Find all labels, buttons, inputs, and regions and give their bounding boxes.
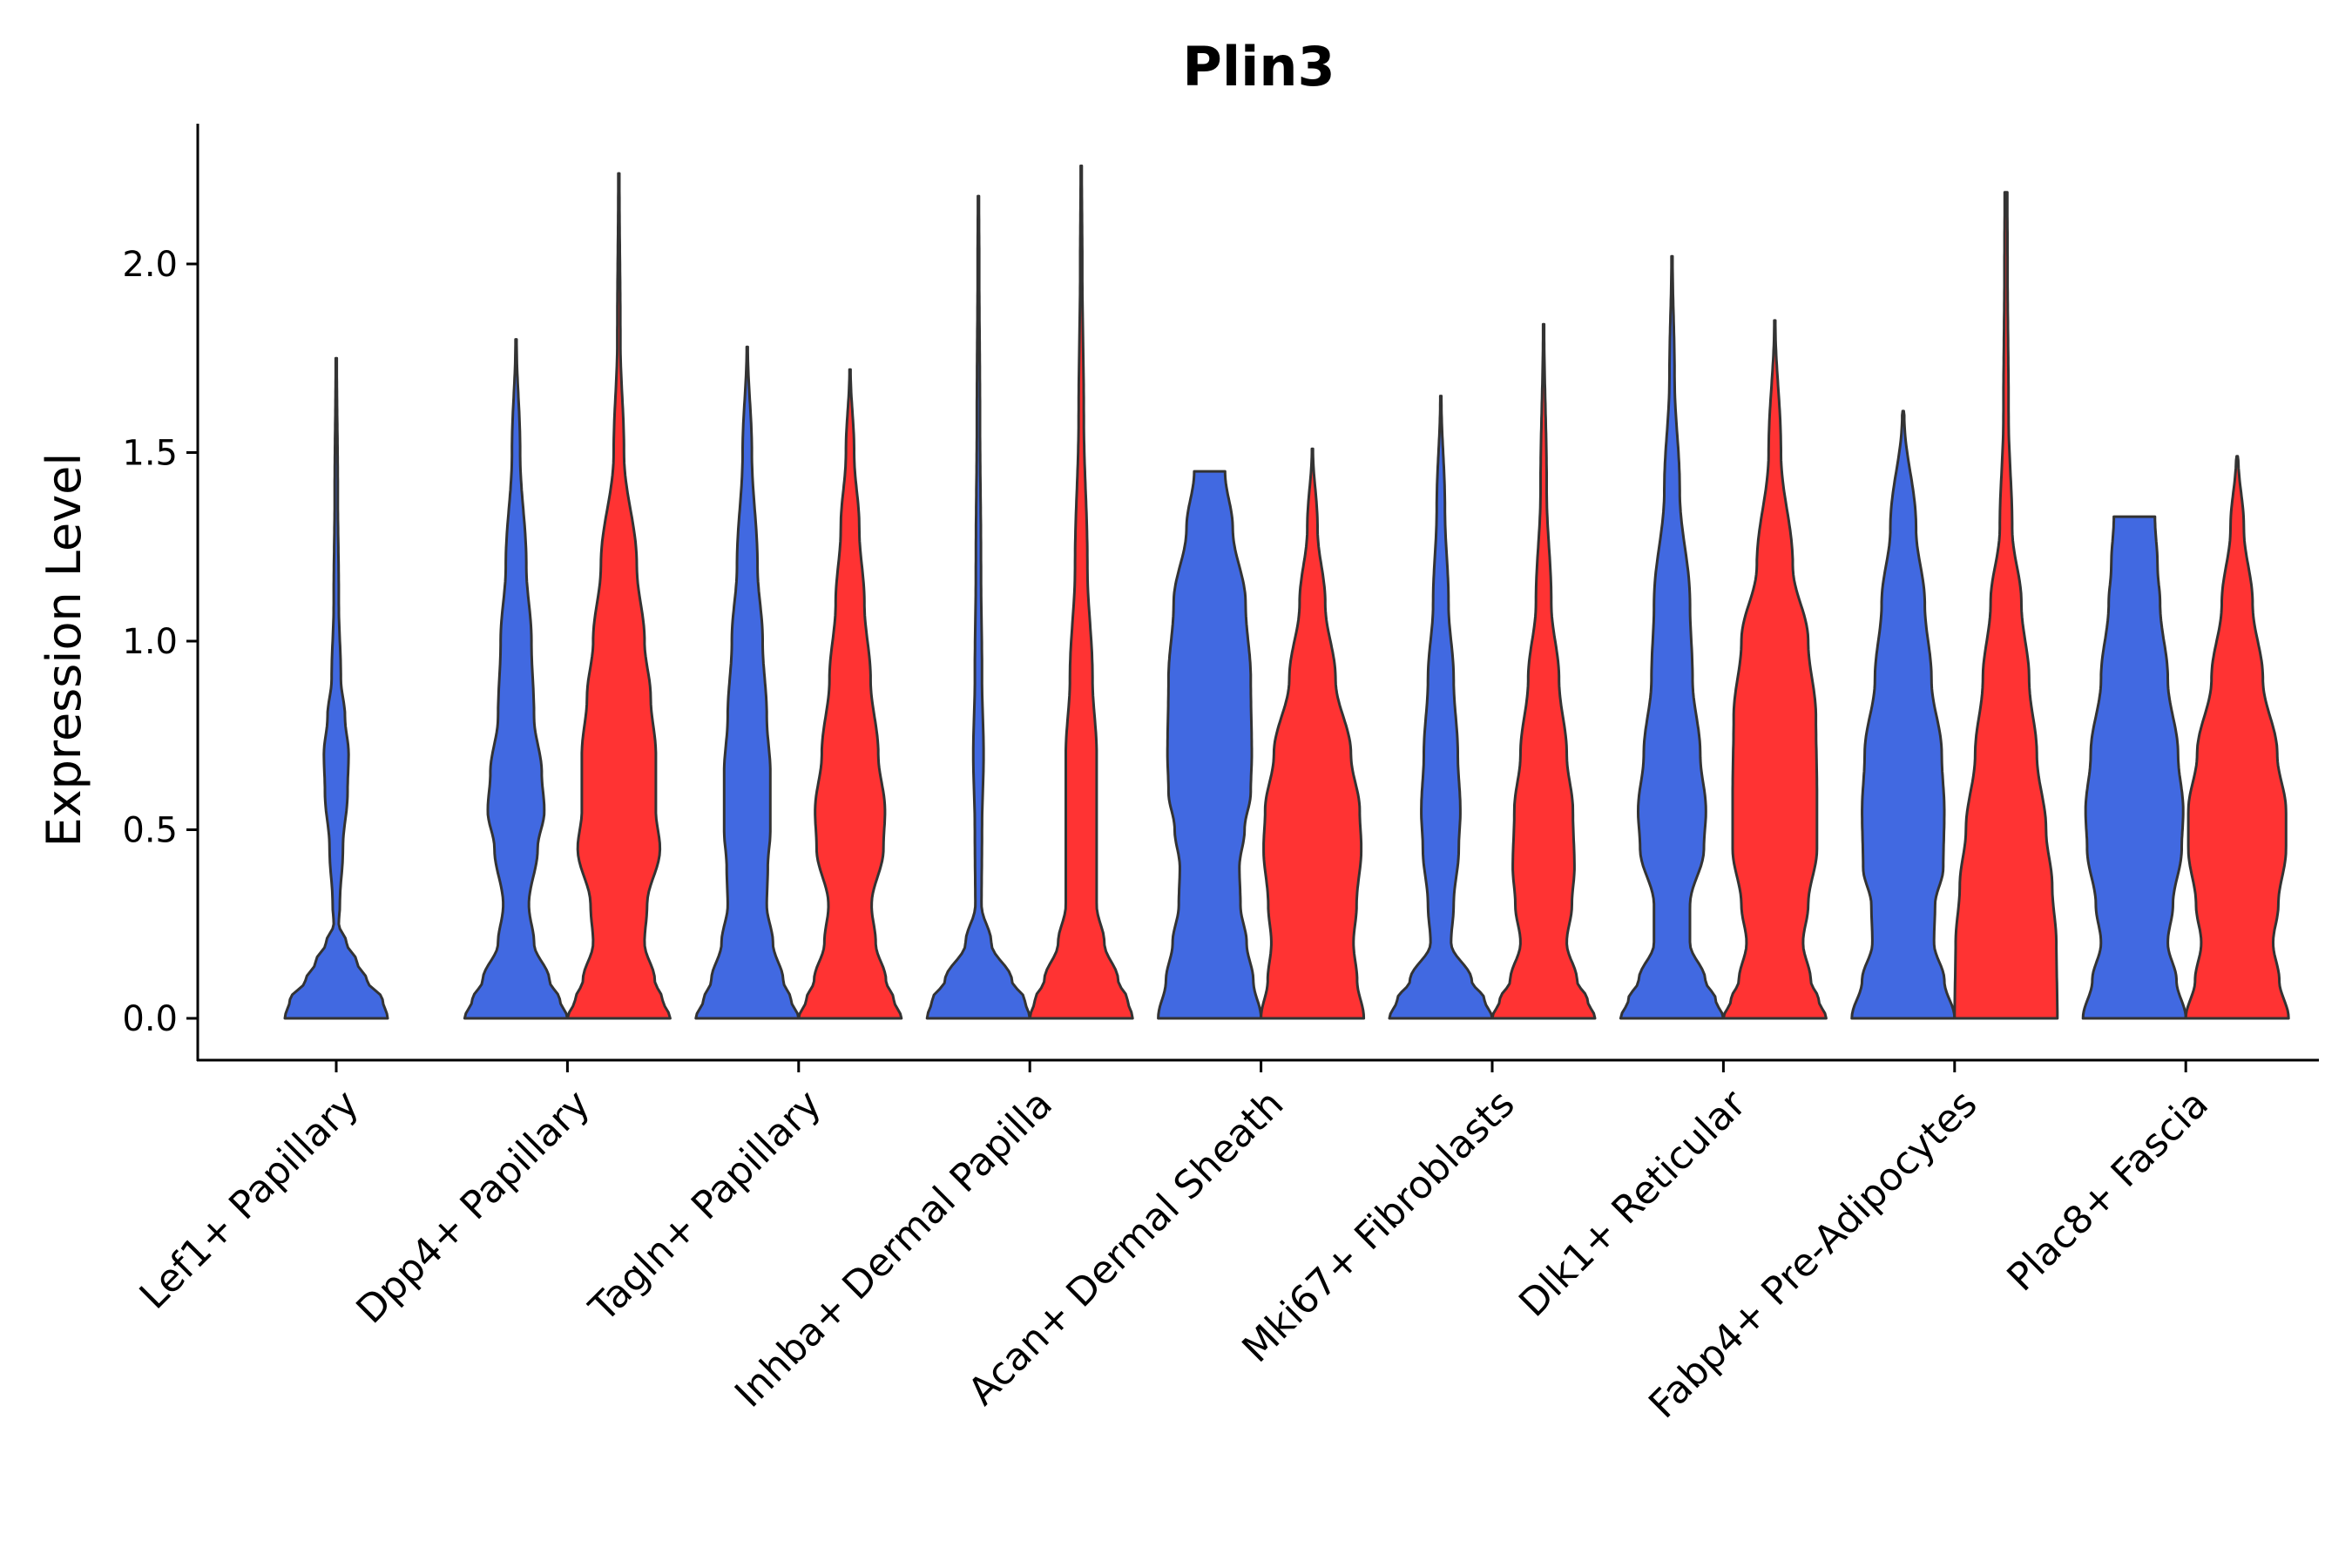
x-tick-label: Dlk1+ Reticular [1511, 1081, 1755, 1326]
violin-group [283, 164, 2290, 1020]
chart-title: Plin3 [1182, 35, 1335, 98]
y-axis-label: Expression Level [37, 453, 91, 848]
x-tick-label: Dpp4+ Papillary [348, 1082, 599, 1333]
violin-group-1 [2081, 515, 2187, 1020]
violin-group-1 [1388, 395, 1494, 1020]
violin-group-2 [1953, 191, 2059, 1020]
violin-group-2 [1721, 319, 1828, 1020]
violin-group-1 [1619, 254, 1725, 1020]
violin-group-2 [1028, 164, 1134, 1020]
violin-group-2 [797, 368, 903, 1020]
violin-group-1 [1157, 470, 1263, 1020]
x-tick-label: Lef1+ Papillary [132, 1082, 368, 1318]
violin-group-2 [565, 172, 672, 1020]
y-tick-label: 1.5 [122, 434, 178, 474]
violin-group-1 [925, 194, 1031, 1020]
y-tick-label: 1.0 [122, 622, 178, 662]
x-tick-label: Tagln+ Papillary [580, 1082, 829, 1331]
violin-group-1 [1850, 409, 1957, 1020]
violin-group-2 [1490, 322, 1597, 1020]
violin-group-2 [2184, 455, 2290, 1020]
y-axis-ticks: 0.0 0.5 1.0 1.5 2.0 [122, 245, 198, 1039]
violin-group-1 [694, 345, 801, 1020]
y-tick-label: 0.0 [122, 999, 178, 1039]
violin-group-2 [1260, 447, 1366, 1020]
y-tick-label: 0.5 [122, 811, 178, 851]
violin-group-1 [463, 338, 569, 1020]
y-tick-label: 2.0 [122, 245, 178, 285]
x-tick-label: Plac8+ Fascia [1998, 1082, 2217, 1301]
violin-group-1 [283, 356, 389, 1020]
